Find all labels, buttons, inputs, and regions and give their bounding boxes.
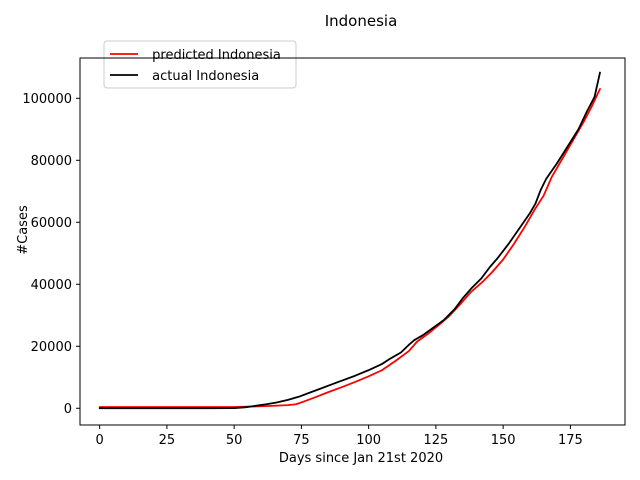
y-tick-label: 20000 xyxy=(31,340,72,355)
x-axis: 0 25 50 75 100 125 150 175 xyxy=(95,425,583,448)
x-tick-label: 150 xyxy=(491,433,516,448)
legend: predicted Indonesia actual Indonesia xyxy=(103,40,297,89)
y-axis: 0 20000 40000 60000 80000 100000 xyxy=(22,92,80,417)
x-axis-label: Days since Jan 21st 2020 xyxy=(279,451,443,466)
x-tick-label: 0 xyxy=(95,433,103,448)
y-axis-label: #Cases xyxy=(16,205,31,255)
axes-frame xyxy=(79,57,626,426)
y-tick-label: 0 xyxy=(64,402,72,417)
series-line-predicted xyxy=(98,88,601,408)
y-tick-label: 60000 xyxy=(31,216,72,231)
x-tick-label: 125 xyxy=(423,433,448,448)
legend-frame xyxy=(103,40,297,89)
y-tick-label: 80000 xyxy=(31,154,72,169)
x-tick-label: 175 xyxy=(558,433,583,448)
chart-title: Indonesia xyxy=(325,12,398,30)
x-tick-label: 50 xyxy=(226,433,243,448)
legend-label-predicted: predicted Indonesia xyxy=(148,48,281,63)
y-tick-label: 100000 xyxy=(22,92,72,107)
plot-area xyxy=(98,71,601,410)
y-tick-label: 40000 xyxy=(31,278,72,293)
x-tick-label: 75 xyxy=(293,433,310,448)
series-line-actual xyxy=(98,71,601,410)
legend-label-actual: actual Indonesia xyxy=(148,69,259,84)
x-tick-label: 25 xyxy=(159,433,176,448)
x-tick-label: 100 xyxy=(356,433,381,448)
